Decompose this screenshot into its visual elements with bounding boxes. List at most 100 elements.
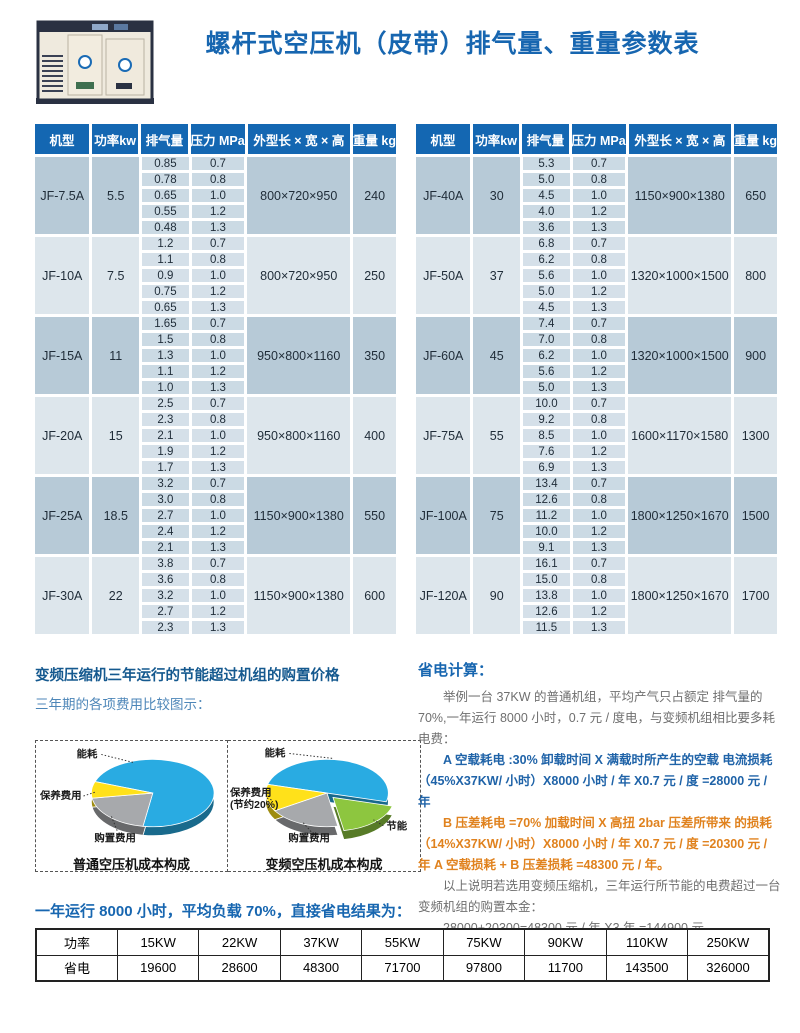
spec-pressure-value: 0.8 <box>191 333 245 346</box>
spec-header-cell: 压力 MPa <box>571 124 626 154</box>
spec-weight: 550 <box>353 477 396 554</box>
spec-displacement-value: 13.8 <box>523 589 570 602</box>
spec-displacement-value: 12.6 <box>523 605 570 618</box>
spec-displacement-value: 15.0 <box>523 573 570 586</box>
spec-pressure-value: 1.3 <box>191 301 245 314</box>
spec-displacement-value: 5.0 <box>523 173 570 186</box>
spec-header-cell: 功率kw <box>91 124 139 154</box>
spec-dimensions: 800×720×950 <box>247 157 351 234</box>
spec-displacement-value: 1.3 <box>142 349 189 362</box>
calc-title: 省电计算： <box>418 662 494 679</box>
spec-weight: 400 <box>353 397 396 474</box>
spec-pressure-value: 1.2 <box>572 365 626 378</box>
result-saving-value: 71700 <box>361 954 444 982</box>
spec-displacement-value: 1.9 <box>142 445 189 458</box>
spec-pressure-value: 0.7 <box>572 237 626 250</box>
spec-weight: 1300 <box>734 397 777 474</box>
result-saving-value: 97800 <box>442 954 526 982</box>
spec-header-cell: 功率kw <box>472 124 520 154</box>
spec-power: 55 <box>473 397 521 474</box>
result-saving-label: 省电 <box>35 954 118 982</box>
pie-slice-label: 保养费用(节约20%) <box>229 786 278 811</box>
spec-model-block: JF-10A 7.5 1.2 0.7 1.1 0.8 0.9 1.0 0.75 1.2 0.65 1.… <box>35 237 396 314</box>
spec-displacement-value: 3.6 <box>523 221 570 234</box>
pie-label-leader <box>83 791 96 797</box>
spec-model: JF-50A <box>416 237 471 314</box>
result-saving-row: 省电 19600 28600 48300 71700 97800 11700 143500 3… <box>35 954 770 982</box>
spec-displacement-value: 1.1 <box>142 253 189 266</box>
spec-displacement-value: 0.85 <box>142 157 189 170</box>
spec-pressure-value: 1.0 <box>572 429 626 442</box>
spec-pressure-value: 1.3 <box>191 381 245 394</box>
spec-dimensions: 1320×1000×1500 <box>628 317 732 394</box>
spec-pressure-value: 0.8 <box>572 573 626 586</box>
savings-intro: 变频压缩机三年运行的节能超过机组的购置价格 三年期的各项费用比较图示： <box>35 664 415 713</box>
spec-displacement-value: 5.6 <box>523 269 570 282</box>
page-title: 螺杆式空压机（皮带）排气量、重量参数表 <box>205 30 700 58</box>
spec-pressure-value: 1.0 <box>191 589 245 602</box>
spec-pressure-value: 1.3 <box>572 621 626 634</box>
result-table-wrap: 功率 15KW 22KW 37KW 55KW 75KW 90KW 110KW 250KW 省电… <box>35 928 770 982</box>
power-saving-calculation: 省电计算： 举例一台 37KW 的普通机组，平均产气只占额定 排气量的 70%,… <box>418 660 782 939</box>
spec-dimensions: 1150×900×1380 <box>628 157 732 234</box>
result-power-value: 110KW <box>605 928 689 956</box>
pie-slice <box>91 792 154 827</box>
spec-model-block: JF-20A 15 2.5 0.7 2.3 0.8 2.1 1.0 1.9 1.2 1.7 1.3 95… <box>35 397 396 474</box>
spec-power: 7.5 <box>92 237 140 314</box>
pie-charts-row: 能耗 购置费用 保养费用 普通空压机成本构成 能耗 节能 购置费用 保养费用(节约20%)… <box>35 740 421 872</box>
spec-header-cell: 压力 MPa <box>190 124 245 154</box>
pie-chart-vfd-compressor: 能耗 节能 购置费用 保养费用(节约20%) 变频空压机成本构成 <box>228 740 421 872</box>
spec-displacement-value: 11.5 <box>523 621 570 634</box>
spec-pressure-value: 1.2 <box>191 365 245 378</box>
spec-displacement-value: 9.1 <box>523 541 570 554</box>
spec-pressure-value: 1.0 <box>572 589 626 602</box>
result-power-value: 15KW <box>116 928 200 956</box>
spec-pressure-value: 1.2 <box>572 445 626 458</box>
calc-line-b: B 压差耗电 =70% 加载时间 X 高扭 2bar 压差所带来 的损耗（14%… <box>418 816 772 872</box>
spec-header-cell: 外型长 × 宽 × 高 <box>247 124 350 154</box>
spec-header-row: 机型 功率kw 排气量 压力 MPa 外型长 × 宽 × 高重量 kg <box>416 124 777 154</box>
spec-displacement-value: 2.1 <box>142 429 189 442</box>
spec-dimensions: 800×720×950 <box>247 237 351 314</box>
spec-header-row: 机型 功率kw 排气量 压力 MPa 外型长 × 宽 × 高重量 kg <box>35 124 396 154</box>
result-power-row: 功率 15KW 22KW 37KW 55KW 75KW 90KW 110KW 250KW <box>35 928 770 956</box>
spec-pressure-value: 0.7 <box>191 317 245 330</box>
spec-displacement-value: 1.2 <box>142 237 189 250</box>
spec-displacement-value: 2.3 <box>142 413 189 426</box>
pie-slice-label: 保养费用 <box>39 789 82 802</box>
pie-slice <box>265 783 328 812</box>
spec-pressure-value: 1.2 <box>191 285 245 298</box>
spec-pressure-value: 1.0 <box>572 269 626 282</box>
spec-power: 75 <box>473 477 521 554</box>
spec-displacement-value: 6.8 <box>523 237 570 250</box>
spec-displacement-value: 2.5 <box>142 397 189 410</box>
spec-displacement-value: 7.4 <box>523 317 570 330</box>
spec-pressure-value: 0.8 <box>191 493 245 506</box>
pie-slice-label: 购置费用 <box>94 832 136 845</box>
spec-pressure-value: 1.2 <box>191 205 245 218</box>
spec-displacement-value: 9.2 <box>523 413 570 426</box>
spec-table-left: 机型 功率kw 排气量 压力 MPa 外型长 × 宽 × 高重量 kg JF-7.5A 5.… <box>35 124 396 637</box>
spec-displacement-value: 7.0 <box>523 333 570 346</box>
spec-pressure-value: 0.7 <box>572 317 626 330</box>
spec-displacement-value: 5.6 <box>523 365 570 378</box>
spec-dimensions: 1800×1250×1670 <box>628 557 732 634</box>
result-saving-value: 28600 <box>198 954 281 982</box>
spec-pressure-value: 0.7 <box>191 397 245 410</box>
spec-displacement-value: 2.3 <box>142 621 189 634</box>
spec-model: JF-15A <box>35 317 90 394</box>
spec-model-block: JF-40A 30 5.3 0.7 5.0 0.8 4.5 1.0 4.0 1.2 3.6 1.3 11… <box>416 157 777 234</box>
spec-displacement-value: 0.55 <box>142 205 189 218</box>
spec-power: 37 <box>473 237 521 314</box>
spec-weight: 800 <box>734 237 777 314</box>
spec-displacement-value: 2.4 <box>142 525 189 538</box>
pie-vfd-caption: 变频空压机成本构成 <box>265 857 383 872</box>
spec-pressure-value: 1.3 <box>191 461 245 474</box>
spec-displacement-value: 5.0 <box>523 285 570 298</box>
spec-model: JF-10A <box>35 237 90 314</box>
pie-label-leader <box>101 753 134 763</box>
spec-model-block: JF-100A 75 13.4 0.7 12.6 0.8 11.2 1.0 10.0 1.2 9.1… <box>416 477 777 554</box>
spec-displacement-value: 0.48 <box>142 221 189 234</box>
spec-pressure-value: 1.0 <box>191 429 245 442</box>
spec-pressure-value: 1.2 <box>572 285 626 298</box>
